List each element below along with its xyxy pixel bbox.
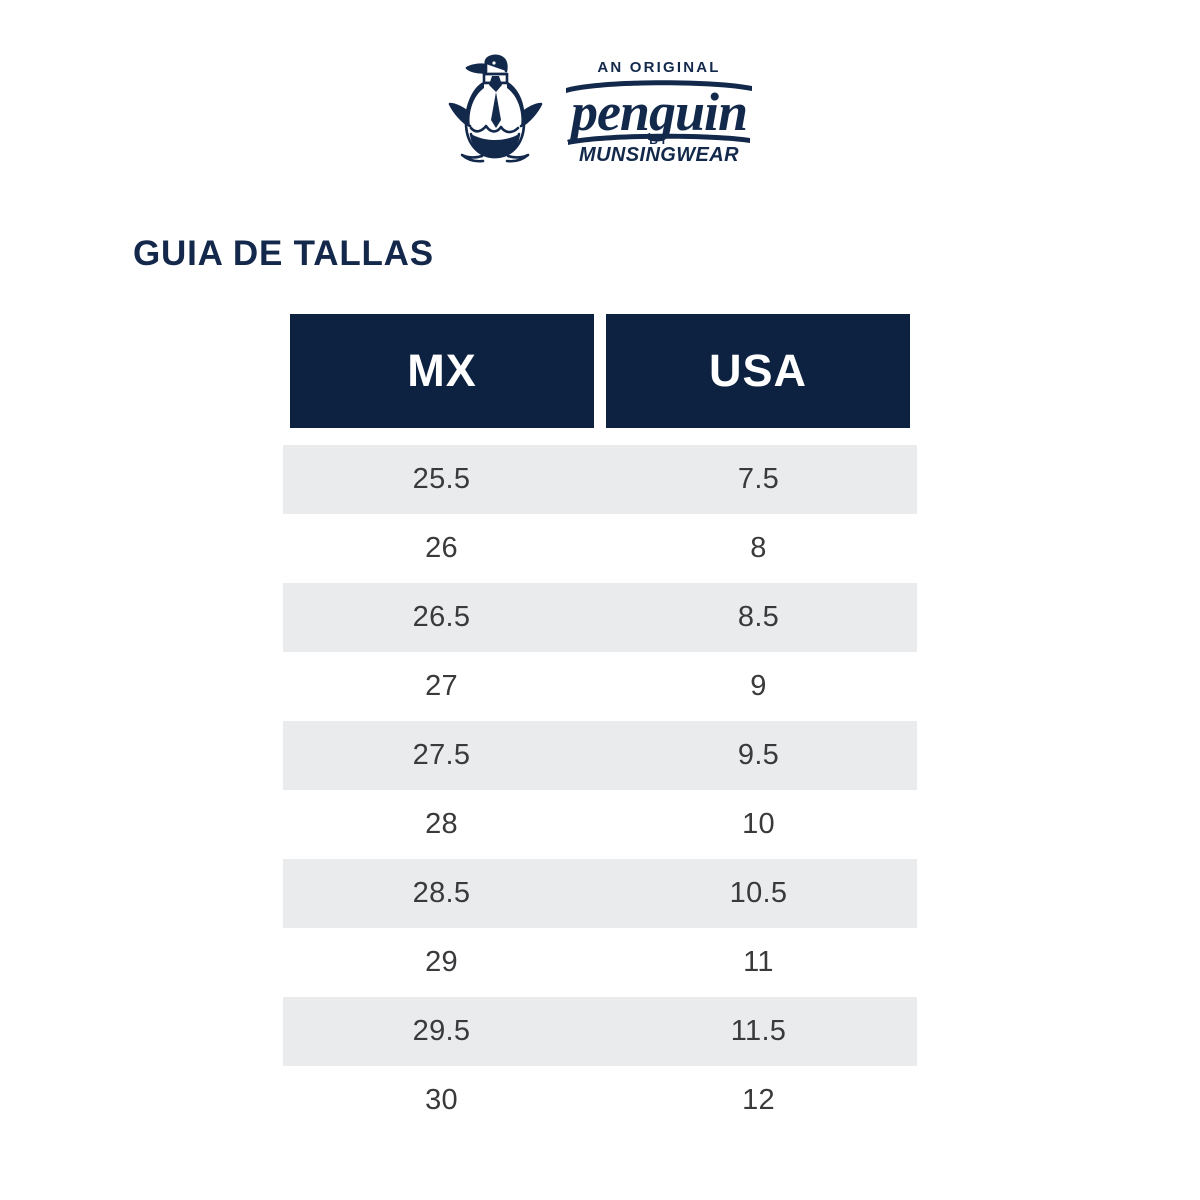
cell-usa: 12 (742, 1084, 775, 1116)
table-row: 27.5 9.5 (283, 721, 917, 790)
cell-usa: 11 (743, 946, 774, 978)
table-row: 25.5 7.5 (283, 445, 917, 514)
penguin-mascot-icon (444, 52, 548, 169)
brand-logo: AN ORIGINAL penguin BY MUNSINGWEAR (0, 52, 1200, 169)
table-row: 29 11 (283, 928, 917, 997)
table-row: 28.5 10.5 (283, 859, 917, 928)
cell-mx: 26 (425, 532, 458, 564)
cell-mx: 28 (425, 808, 458, 840)
table-row: 30 12 (283, 1066, 917, 1135)
table-row: 26.5 8.5 (283, 583, 917, 652)
cell-mx: 27 (425, 670, 458, 702)
cell-usa: 7.5 (737, 463, 780, 495)
size-chart-table: MX USA 25.5 7.5 26 8 26.5 8.5 27 9 27.5 (283, 314, 917, 1135)
table-body: 25.5 7.5 26 8 26.5 8.5 27 9 27.5 9.5 28 … (283, 445, 917, 1135)
penguin-wordmark: AN ORIGINAL penguin BY MUNSINGWEAR (562, 52, 756, 169)
cell-usa: 10.5 (729, 877, 788, 909)
cell-mx: 27.5 (412, 739, 471, 771)
cell-mx: 25.5 (412, 463, 471, 495)
cell-usa: 9.5 (737, 739, 780, 771)
table-row: 28 10 (283, 790, 917, 859)
svg-text:penguin: penguin (567, 82, 747, 142)
table-row: 26 8 (283, 514, 917, 583)
column-header-usa: USA (606, 314, 910, 428)
cell-mx: 30 (425, 1084, 458, 1116)
cell-mx: 29 (425, 946, 458, 978)
table-header-row: MX USA (283, 314, 917, 428)
page-title: GUIA DE TALLAS (133, 234, 434, 273)
column-header-mx: MX (290, 314, 594, 428)
table-row: 27 9 (283, 652, 917, 721)
cell-usa: 8.5 (737, 601, 780, 633)
cell-usa: 11.5 (730, 1015, 787, 1047)
cell-mx: 28.5 (412, 877, 471, 909)
cell-mx: 29.5 (412, 1015, 471, 1047)
svg-text:MUNSINGWEAR: MUNSINGWEAR (579, 144, 739, 164)
cell-usa: 8 (750, 532, 767, 564)
table-row: 29.5 11.5 (283, 997, 917, 1066)
cell-usa: 9 (750, 670, 767, 702)
cell-usa: 10 (742, 808, 775, 840)
cell-mx: 26.5 (412, 601, 471, 633)
svg-text:AN ORIGINAL: AN ORIGINAL (597, 59, 720, 76)
svg-text:BY: BY (649, 133, 668, 147)
